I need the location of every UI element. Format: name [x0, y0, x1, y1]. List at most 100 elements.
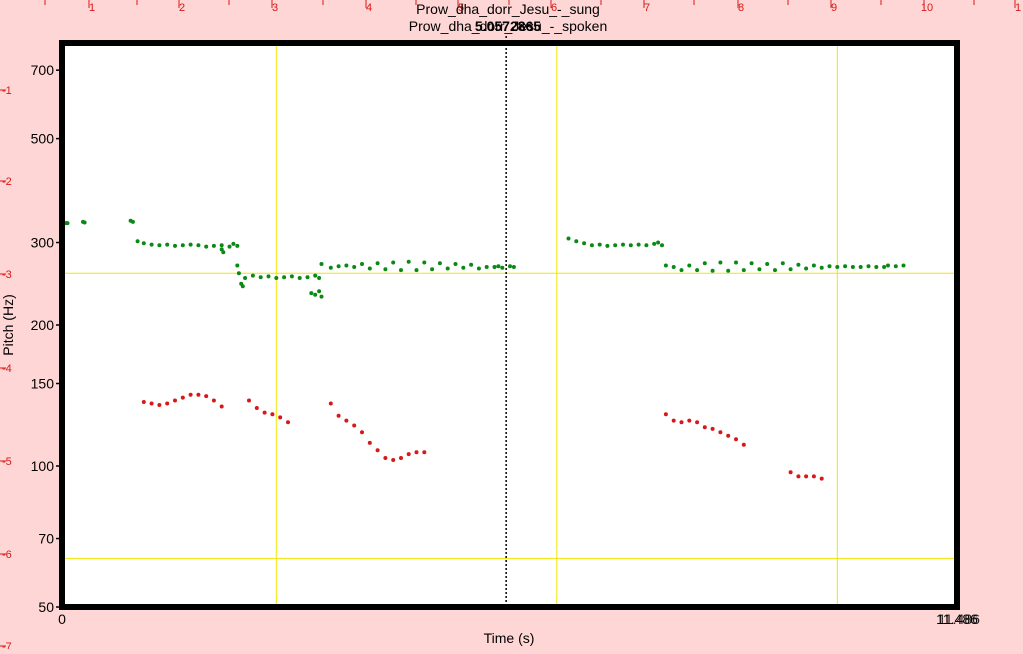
y-tick-label: 70: [38, 531, 54, 547]
data-point: [702, 425, 707, 430]
left-ruler-label: -5: [2, 456, 12, 468]
data-point: [687, 418, 692, 423]
data-point: [511, 265, 516, 269]
data-point: [819, 265, 824, 270]
data-point: [196, 243, 201, 248]
data-point: [360, 262, 364, 266]
data-point: [850, 265, 855, 269]
x-tick-label-end: 11.486: [936, 611, 978, 627]
title-sung: Prow_dha_dorr_Jesu_-_sung: [416, 1, 600, 17]
data-point: [500, 265, 505, 270]
data-point: [893, 264, 898, 269]
data-point: [695, 420, 700, 425]
data-point: [383, 267, 388, 272]
data-point: [566, 236, 571, 241]
y-axis: 50 70 100 150 200 300 500 700: [31, 62, 62, 615]
y-axis-label: Pitch (Hz): [0, 294, 16, 355]
data-point: [589, 243, 594, 248]
data-point: [679, 268, 684, 273]
data-point: [157, 403, 162, 407]
top-ruler-label: 5: [458, 2, 464, 14]
data-point: [671, 265, 676, 269]
data-point: [196, 392, 201, 397]
left-ruler-label: -6: [2, 549, 12, 561]
left-ruler-label: -1: [2, 85, 12, 97]
data-point: [227, 244, 232, 249]
data-point: [741, 442, 746, 447]
data-point: [258, 275, 263, 280]
data-point: [835, 265, 840, 269]
data-point: [597, 242, 602, 247]
data-point: [461, 265, 466, 270]
data-point: [240, 284, 245, 289]
data-point: [605, 243, 610, 248]
data-point: [679, 420, 684, 425]
data-point: [843, 264, 848, 269]
data-point: [188, 242, 193, 247]
title-spoken: Prow_dha_dorr_Jesu_-_spoken: [409, 18, 607, 34]
data-point: [430, 267, 435, 272]
data-point: [204, 394, 209, 399]
data-point: [313, 292, 318, 297]
data-point: [445, 266, 450, 271]
data-point: [796, 474, 801, 479]
data-point: [149, 401, 154, 406]
data-point: [422, 260, 427, 265]
data-point: [157, 243, 162, 248]
data-point: [305, 275, 310, 280]
series-spoken: [141, 392, 824, 481]
data-point: [297, 276, 302, 280]
data-point: [317, 289, 322, 294]
data-point: [765, 262, 770, 266]
data-point: [188, 392, 193, 397]
data-point: [82, 220, 87, 225]
data-point: [702, 261, 707, 266]
plot-area[interactable]: [62, 43, 957, 607]
data-point: [414, 450, 419, 455]
data-point: [582, 241, 587, 246]
data-point: [469, 262, 474, 267]
data-point: [882, 265, 887, 269]
data-point: [811, 263, 816, 268]
data-point: [274, 276, 279, 280]
data-point: [375, 261, 380, 266]
data-point: [866, 264, 871, 269]
top-time-ruler: 1 2 3 4 5 6 7 8 9 10 1: [44, 0, 1021, 14]
data-point: [780, 261, 785, 266]
data-point: [375, 448, 380, 453]
data-point: [344, 418, 349, 423]
data-point: [886, 263, 890, 268]
data-point: [286, 420, 290, 425]
data-point: [613, 243, 618, 248]
data-point: [508, 264, 512, 269]
data-point: [804, 266, 809, 271]
data-point: [270, 412, 275, 417]
data-point: [788, 470, 793, 475]
data-point: [254, 406, 259, 410]
top-ruler-label: 10: [921, 2, 933, 14]
top-ruler-label: 3: [272, 2, 278, 14]
top-ruler-label: 9: [831, 2, 837, 14]
data-point: [367, 440, 372, 445]
data-point: [628, 243, 633, 248]
data-point: [266, 274, 271, 279]
data-point: [317, 276, 322, 280]
top-ruler-label: 7: [644, 2, 650, 14]
data-point: [874, 265, 879, 269]
data-point: [250, 273, 255, 278]
y-tick-label: 50: [38, 599, 54, 615]
top-ruler-label: 2: [179, 2, 185, 14]
data-point: [718, 430, 723, 435]
data-point: [496, 264, 501, 269]
series-sung: [63, 218, 906, 299]
data-point: [437, 261, 442, 266]
left-ruler-label: -4: [2, 363, 12, 375]
data-point: [406, 259, 411, 264]
data-point: [328, 265, 333, 270]
data-point: [476, 266, 481, 271]
data-point: [360, 430, 364, 435]
top-ruler-label: 1: [1015, 2, 1021, 14]
data-point: [211, 243, 216, 248]
data-point: [221, 250, 226, 255]
data-point: [149, 242, 154, 247]
